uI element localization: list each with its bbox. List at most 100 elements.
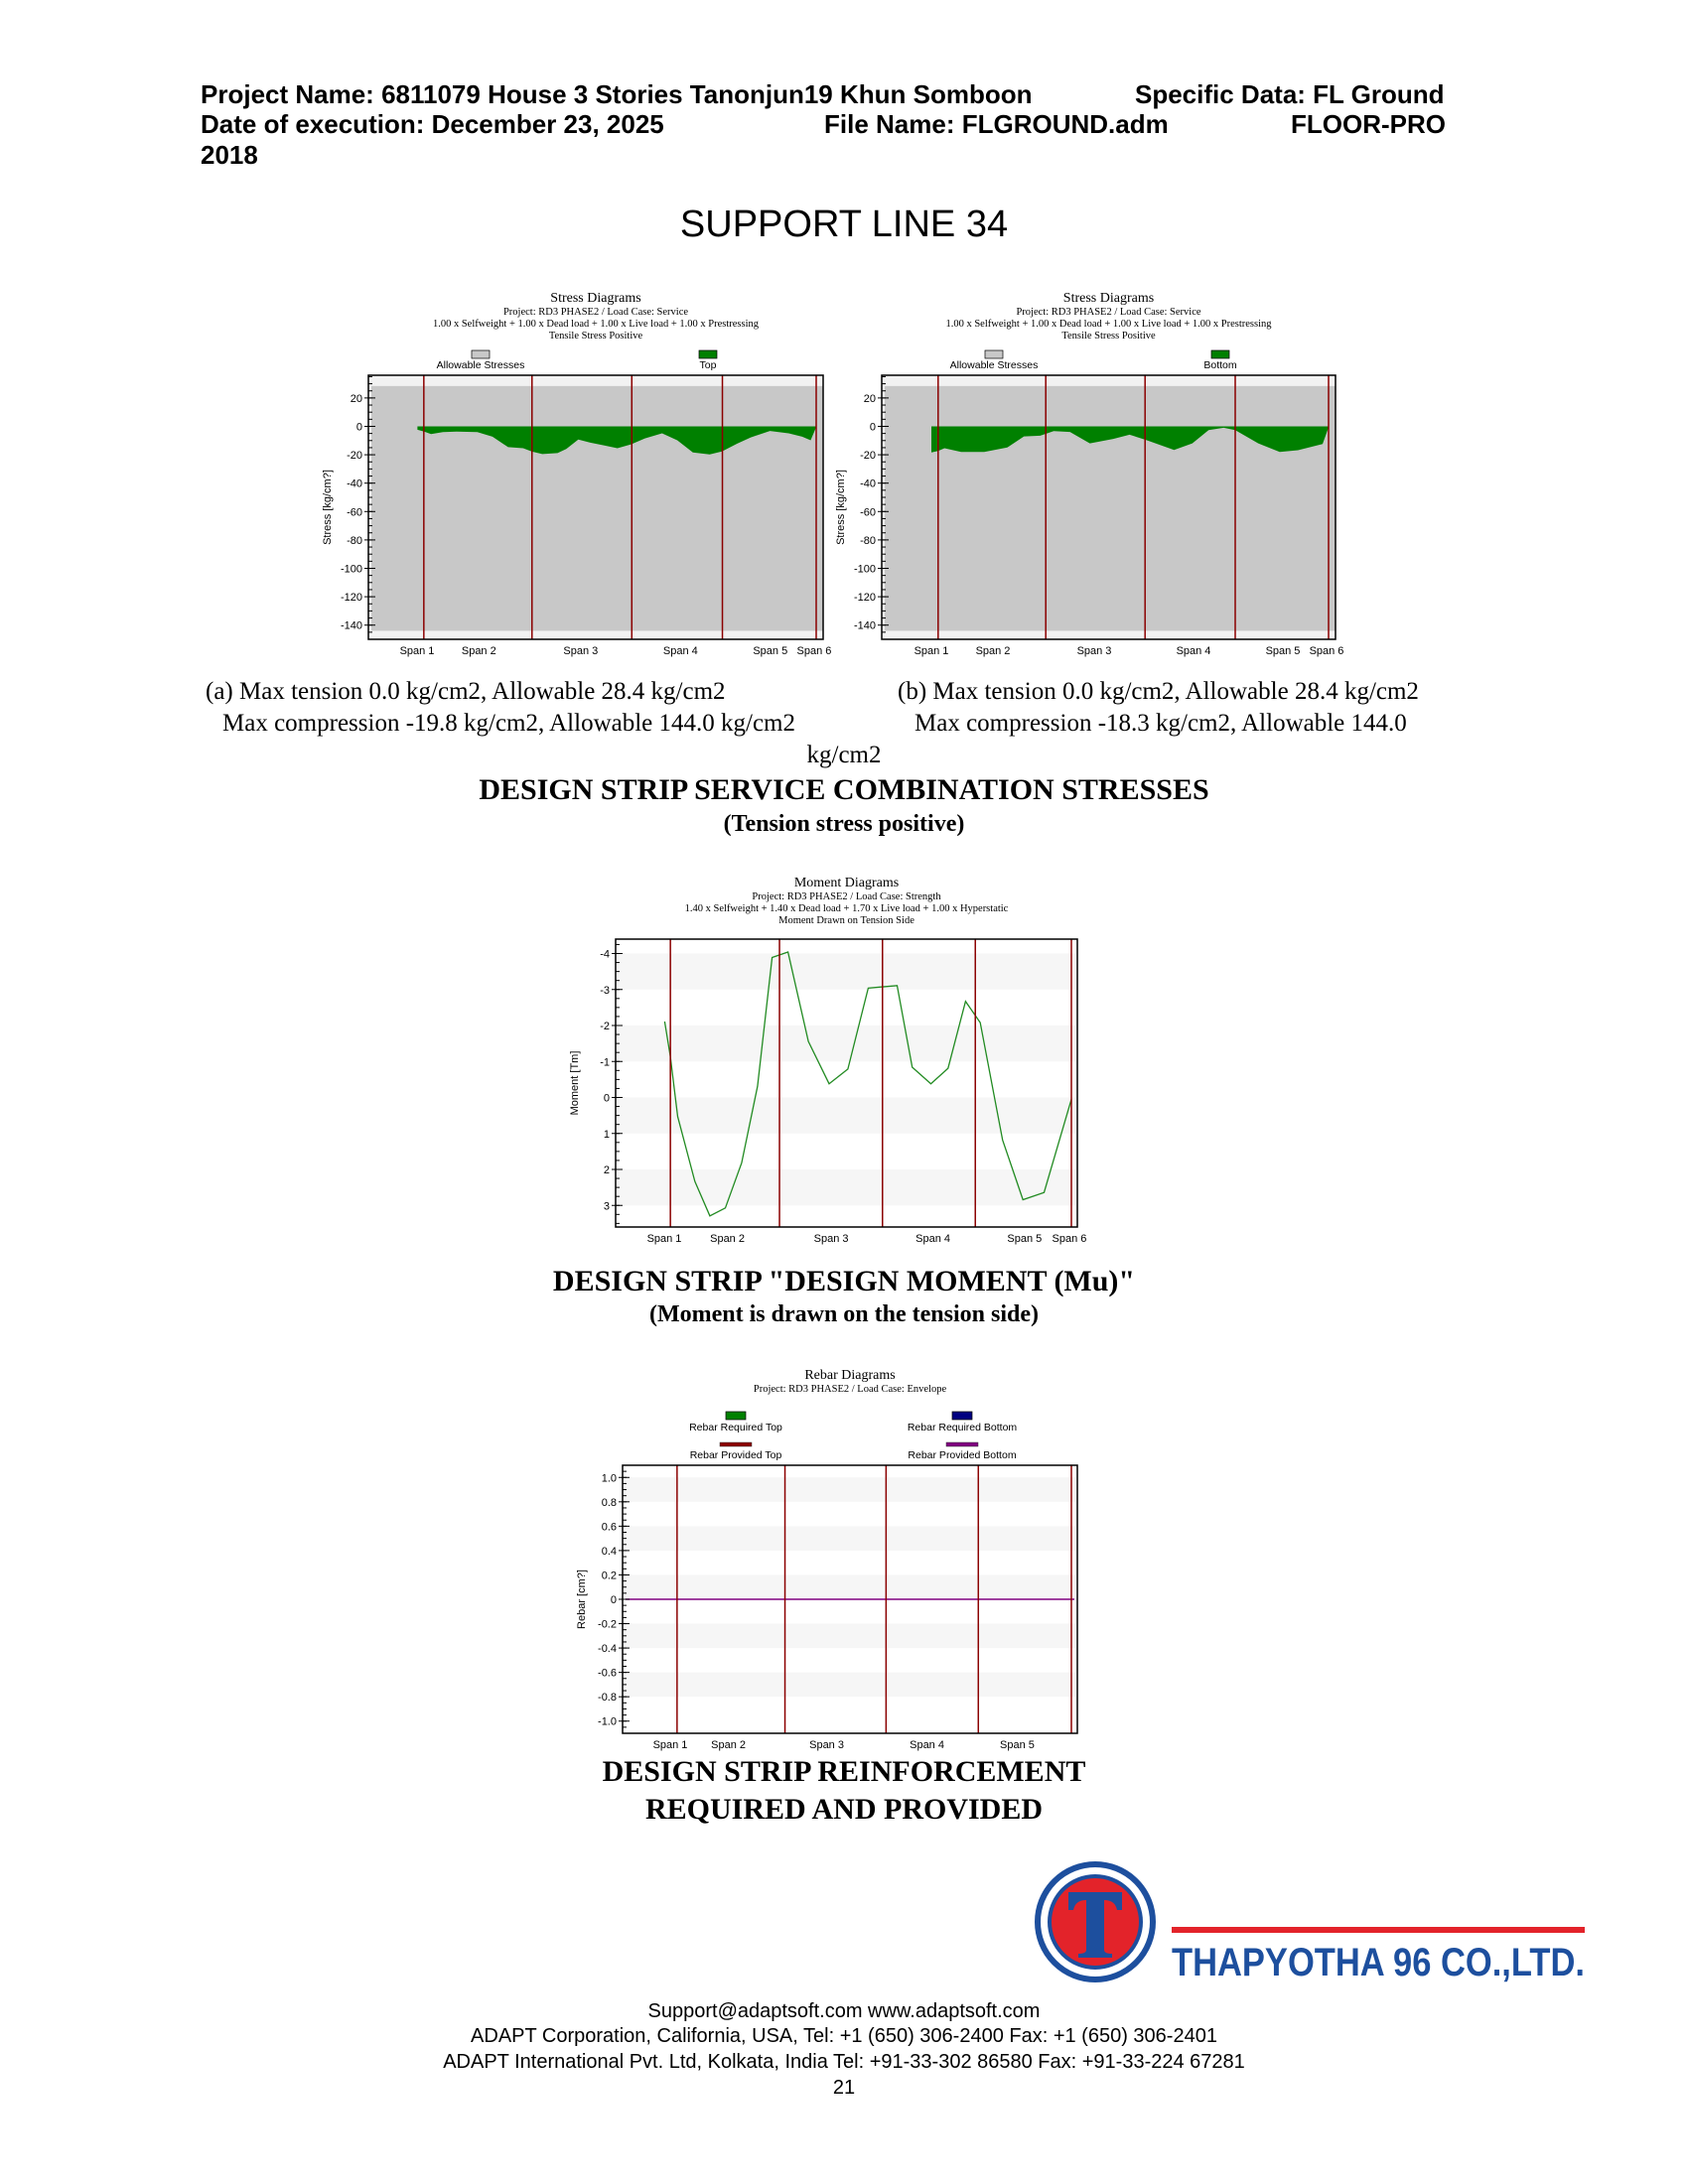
- legend-label: Bottom: [1203, 359, 1237, 371]
- y-axis-label: Moment [Tm]: [569, 1051, 581, 1116]
- y-tick-label: -20: [347, 450, 362, 462]
- span-label: Span 5: [1007, 1233, 1042, 1245]
- span-label: Span 5: [1000, 1739, 1035, 1751]
- y-tick-label: -60: [860, 506, 876, 518]
- chart-title: Stress Diagrams: [550, 291, 640, 306]
- chart-title: Rebar Diagrams: [804, 1368, 895, 1383]
- y-tick-label: -20: [860, 450, 876, 462]
- moment-line: [663, 951, 1072, 1217]
- caption-a-line2: Max compression -19.8 kg/cm2, Allowable …: [222, 710, 796, 737]
- legend-label: Rebar Required Bottom: [908, 1422, 1018, 1433]
- span-label: Span 1: [914, 645, 949, 657]
- y-tick-label: -0.4: [598, 1643, 617, 1655]
- y-axis-label: Stress [kg/cm?]: [322, 470, 334, 545]
- allowable-stress-band: [885, 385, 1336, 631]
- logo-t-letter-icon: [1068, 1892, 1122, 1958]
- chart-subtitle: Project: RD3 PHASE2 / Load Case: Service: [503, 307, 688, 318]
- y-tick-label: -0.8: [598, 1692, 617, 1704]
- grid-band: [625, 1574, 1075, 1599]
- legend-label: Top: [700, 359, 717, 371]
- y-tick-label: 0.8: [602, 1497, 617, 1509]
- chart-subtitle: Project: RD3 PHASE2 / Load Case: Strengt…: [752, 891, 941, 902]
- chart-subtitle: 1.00 x Selfweight + 1.00 x Dead load + 1…: [433, 319, 760, 330]
- y-tick-label: -100: [341, 563, 362, 575]
- program-name: FLOOR-PRO: [1291, 109, 1446, 139]
- legend-label: Allowable Stresses: [950, 359, 1039, 371]
- allowable-stress-band: [371, 385, 823, 631]
- span-label: Span 1: [647, 1233, 682, 1245]
- span-label: Span 4: [1177, 645, 1211, 657]
- y-tick-label: -4: [600, 949, 610, 961]
- span-label: Span 5: [753, 645, 787, 657]
- y-tick-label: -140: [854, 620, 876, 632]
- y-tick-label: -40: [860, 478, 876, 490]
- span-label: Span 6: [1053, 1233, 1087, 1245]
- chart-subtitle: 1.00 x Selfweight + 1.00 x Dead load + 1…: [945, 319, 1272, 330]
- grid-band: [625, 1477, 1075, 1502]
- y-tick-label: -0.2: [598, 1619, 617, 1631]
- caption-b-line2: Max compression -18.3 kg/cm2, Allowable …: [914, 710, 1407, 737]
- chart-subtitle: Moment Drawn on Tension Side: [778, 915, 914, 926]
- y-tick-label: 1: [604, 1129, 610, 1141]
- moment-subheading: (Moment is drawn on the tension side): [648, 1301, 1039, 1327]
- stress-area-top: [417, 426, 816, 455]
- span-label: Span 3: [809, 1739, 844, 1751]
- y-tick-label: 0.2: [602, 1570, 617, 1581]
- y-tick-label: 0: [356, 421, 362, 433]
- specific-data: Specific Data: FL Ground: [1135, 79, 1445, 109]
- y-axis-label: Rebar [cm?]: [576, 1570, 588, 1629]
- legend-label: Rebar Provided Bottom: [908, 1449, 1016, 1461]
- y-tick-label: -100: [854, 563, 876, 575]
- logo-english-name: THAPYOTHA 96 CO.,LTD.: [1172, 1941, 1585, 1984]
- span-label: Span 3: [1077, 645, 1112, 657]
- y-tick-label: 20: [864, 393, 876, 405]
- chart-subtitle: Tensile Stress Positive: [549, 331, 643, 341]
- span-label: Span 3: [814, 1233, 849, 1245]
- legend-swatch: [951, 1411, 973, 1421]
- chart-subtitle: Project: RD3 PHASE2 / Load Case: Envelop…: [754, 1384, 947, 1395]
- chart-subtitle: 1.40 x Selfweight + 1.40 x Dead load + 1…: [685, 903, 1009, 914]
- legend-swatch: [719, 1441, 753, 1447]
- program-year: 2018: [201, 140, 258, 170]
- grid-band: [625, 1672, 1075, 1698]
- footer-usa: ADAPT Corporation, California, USA, Tel:…: [471, 2025, 1217, 2047]
- span-label: Span 1: [400, 645, 435, 657]
- y-tick-label: -1.0: [598, 1716, 617, 1728]
- span-label: Span 4: [663, 645, 698, 657]
- y-tick-label: -120: [854, 592, 876, 604]
- y-tick-label: 3: [604, 1200, 610, 1212]
- chart-title: Moment Diagrams: [794, 876, 899, 890]
- legend-label: Allowable Stresses: [437, 359, 525, 371]
- y-tick-label: 1.0: [602, 1472, 617, 1484]
- y-tick-label: -120: [341, 592, 362, 604]
- chart-title: Stress Diagrams: [1063, 291, 1154, 306]
- legend-label: Rebar Required Top: [689, 1422, 782, 1433]
- span-label: Span 3: [563, 645, 598, 657]
- legend-label: Rebar Provided Top: [690, 1449, 782, 1461]
- y-tick-label: 0.6: [602, 1521, 617, 1533]
- span-label: Span 4: [910, 1739, 944, 1751]
- stress-area-bottom: [931, 426, 1329, 453]
- grid-band: [625, 1526, 1075, 1551]
- y-tick-label: -80: [347, 535, 362, 547]
- span-label: Span 2: [462, 645, 496, 657]
- y-tick-label: 0: [604, 1093, 610, 1105]
- legend-swatch: [984, 349, 1004, 359]
- caption-a-line1: (a) Max tension 0.0 kg/cm2, Allowable 28…: [206, 678, 726, 705]
- plot-frame: [367, 374, 824, 640]
- execution-date: Date of execution: December 23, 2025: [201, 109, 664, 139]
- grid-band: [618, 1169, 1075, 1206]
- legend-swatch: [471, 349, 491, 359]
- span-label: Span 1: [653, 1739, 688, 1751]
- span-label: Span 6: [797, 645, 832, 657]
- y-tick-label: -60: [347, 506, 362, 518]
- footer-india: ADAPT International Pvt. Ltd, Kolkata, I…: [443, 2051, 1245, 2073]
- plot-frame: [615, 938, 1078, 1228]
- grid-band: [618, 1025, 1075, 1062]
- page-title: SUPPORT LINE 34: [679, 204, 1009, 245]
- span-label: Span 5: [1266, 645, 1301, 657]
- y-tick-label: 0.4: [602, 1546, 617, 1558]
